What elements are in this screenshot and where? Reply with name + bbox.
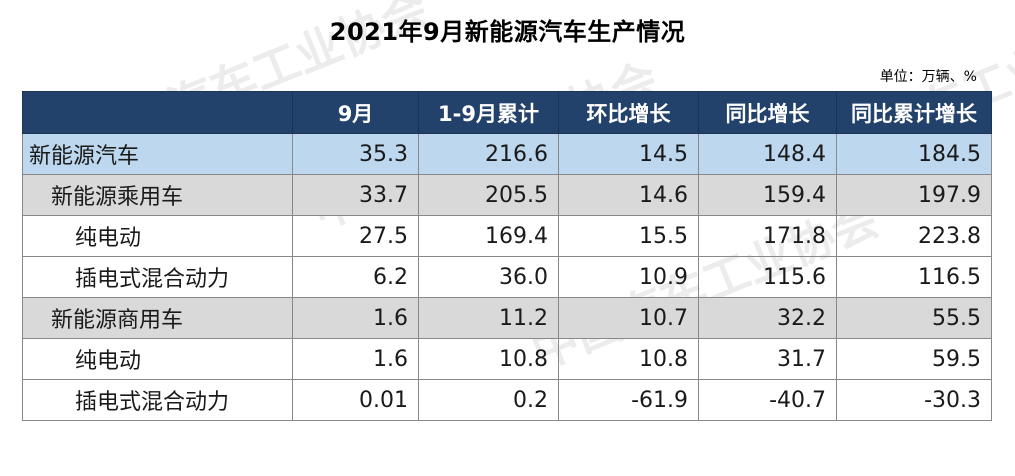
table-cell: 33.7 [292, 174, 419, 216]
table-cell: 31.7 [698, 338, 837, 380]
table-cell: 184.5 [836, 133, 992, 175]
table-cell: 11.2 [418, 297, 559, 339]
table-cell: 15.5 [558, 215, 699, 257]
table-cell: 10.7 [558, 297, 699, 339]
table-cell: 0.2 [418, 379, 559, 421]
table-row: 纯电动 27.5 169.4 15.5 171.8 223.8 [22, 215, 992, 257]
row-label: 插电式混合动力 [22, 379, 293, 421]
table-cell: 10.8 [418, 338, 559, 380]
table-cell: 27.5 [292, 215, 419, 257]
page-title: 2021年9月新能源汽车生产情况 [329, 18, 686, 46]
row-label: 插电式混合动力 [22, 256, 293, 298]
table-cell: 169.4 [418, 215, 559, 257]
column-header: 同比累计增长 [836, 91, 992, 134]
table-cell: -40.7 [698, 379, 837, 421]
table-row: 新能源汽车 35.3 216.6 14.5 148.4 184.5 [22, 133, 992, 175]
table-cell: 115.6 [698, 256, 837, 298]
row-label: 新能源汽车 [22, 133, 293, 175]
table-row: 插电式混合动力 0.01 0.2 -61.9 -40.7 -30.3 [22, 379, 992, 421]
table-cell: 197.9 [836, 174, 992, 216]
row-label: 新能源商用车 [22, 297, 293, 339]
table-cell: 216.6 [418, 133, 559, 175]
row-label: 纯电动 [22, 215, 293, 257]
table-cell: 223.8 [836, 215, 992, 257]
column-header [22, 91, 293, 134]
row-label: 新能源乘用车 [22, 174, 293, 216]
table-cell: 36.0 [418, 256, 559, 298]
table-cell: 14.5 [558, 133, 699, 175]
table-cell: 6.2 [292, 256, 419, 298]
table-cell: -30.3 [836, 379, 992, 421]
table-row: 插电式混合动力 6.2 36.0 10.9 115.6 116.5 [22, 256, 992, 298]
table-cell: 32.2 [698, 297, 837, 339]
table-cell: 59.5 [836, 338, 992, 380]
table-cell: 148.4 [698, 133, 837, 175]
table-cell: 1.6 [292, 338, 419, 380]
column-header: 环比增长 [558, 91, 699, 134]
table-cell: 1.6 [292, 297, 419, 339]
unit-label: 单位：万辆、% [879, 69, 977, 85]
table-cell: 55.5 [836, 297, 992, 339]
table-cell: 35.3 [292, 133, 419, 175]
table-row: 新能源乘用车 33.7 205.5 14.6 159.4 197.9 [22, 174, 992, 216]
table-row: 新能源商用车 1.6 11.2 10.7 32.2 55.5 [22, 297, 992, 339]
table-cell: 171.8 [698, 215, 837, 257]
table-cell: 205.5 [418, 174, 559, 216]
table-row: 纯电动 1.6 10.8 10.8 31.7 59.5 [22, 338, 992, 380]
column-header: 1-9月累计 [418, 91, 559, 134]
row-label: 纯电动 [22, 338, 293, 380]
table-cell: 10.9 [558, 256, 699, 298]
table-cell: 10.8 [558, 338, 699, 380]
table-cell: 0.01 [292, 379, 419, 421]
table-header-row: 9月 1-9月累计 环比增长 同比增长 同比累计增长 [22, 91, 992, 134]
production-table: 9月 1-9月累计 环比增长 同比增长 同比累计增长 新能源汽车 35.3 21… [22, 91, 992, 421]
table-cell: 159.4 [698, 174, 837, 216]
table-cell: 116.5 [836, 256, 992, 298]
column-header: 同比增长 [698, 91, 837, 134]
table-cell: 14.6 [558, 174, 699, 216]
column-header: 9月 [292, 91, 419, 134]
table-cell: -61.9 [558, 379, 699, 421]
